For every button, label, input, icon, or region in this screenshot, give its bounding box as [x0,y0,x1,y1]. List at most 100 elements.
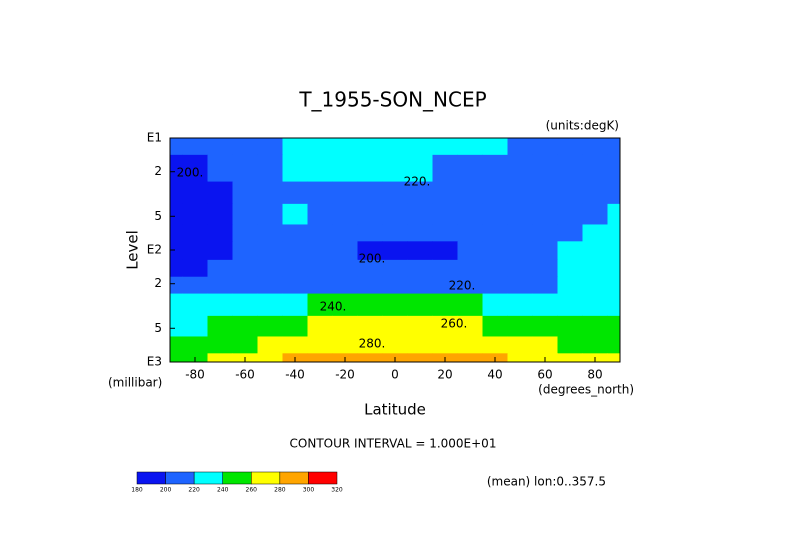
cell [607,336,621,354]
field [170,138,621,363]
cell [557,181,583,205]
cell [207,293,233,317]
x-tick-label: 20 [437,368,452,382]
colorbar-label: 280 [274,487,286,494]
cell [207,353,233,363]
cell [232,181,258,205]
cell [582,259,608,278]
cell [332,181,358,205]
cell [432,241,458,261]
cell [507,276,533,295]
y-tick-label: 5 [154,321,162,335]
cell [182,276,208,295]
cell [170,154,183,183]
cell [507,315,533,337]
cell [557,259,583,278]
cell [332,241,358,261]
cell [357,336,383,354]
x-tick-label: 40 [487,368,502,382]
contour-label: 220. [449,279,476,293]
cell [507,241,533,261]
colorbar-label: 300 [303,487,315,494]
cell [232,293,258,317]
cell [357,181,383,205]
cell [482,224,508,242]
cell [457,154,483,183]
cell [182,315,208,337]
cell [557,154,583,183]
cell [207,138,233,156]
colorbar-box [165,471,195,485]
cell [357,203,383,225]
cell [332,276,358,295]
y-tick-label: 5 [154,209,162,223]
cell [457,315,483,337]
cell [607,353,621,363]
cell [507,138,533,156]
cell [282,154,308,183]
colorbar-label: 200 [160,487,172,494]
cell [607,276,621,295]
y-tick-label: E2 [147,243,162,257]
cell [507,353,533,363]
cell [307,224,333,242]
cell [457,138,483,156]
cell [457,336,483,354]
cell [257,259,283,278]
cell [357,259,383,278]
cell [482,276,508,295]
cell [307,259,333,278]
cell [482,138,508,156]
cell [432,293,458,317]
cell [407,353,433,363]
cell [582,203,608,225]
cell [607,315,621,337]
cell [507,336,533,354]
cell [432,315,458,337]
cell [332,138,358,156]
cell [407,224,433,242]
cell [482,336,508,354]
cell [357,353,383,363]
cell [257,241,283,261]
cell [282,203,308,225]
cell [557,315,583,337]
cell [332,203,358,225]
cell [507,181,533,205]
cell [432,276,458,295]
cell [482,315,508,337]
cell [207,181,233,205]
cell [307,293,333,317]
cell [532,181,558,205]
cell [182,203,208,225]
y-tick-label: E3 [147,355,162,369]
cell [232,276,258,295]
cell [282,259,308,278]
cell [457,181,483,205]
x-tick-label: -60 [235,368,255,382]
cell [407,203,433,225]
cell [432,259,458,278]
cell [307,315,333,337]
cell [170,203,183,225]
cell [607,259,621,278]
cell [207,276,233,295]
cell [182,224,208,242]
cell [282,181,308,205]
cell [407,293,433,317]
cell [232,154,258,183]
cell [557,276,583,295]
colorbar-box [279,471,309,485]
x-axis-label: Latitude [364,401,426,419]
cell [357,315,383,337]
y-axis-label: Level [124,230,142,270]
cell [582,241,608,261]
chart-title: T_1955-SON_NCEP [298,88,486,112]
cell [432,336,458,354]
cell [382,138,408,156]
cell [282,336,308,354]
x-tick-label: 0 [391,368,399,382]
cell [582,293,608,317]
cell [457,259,483,278]
